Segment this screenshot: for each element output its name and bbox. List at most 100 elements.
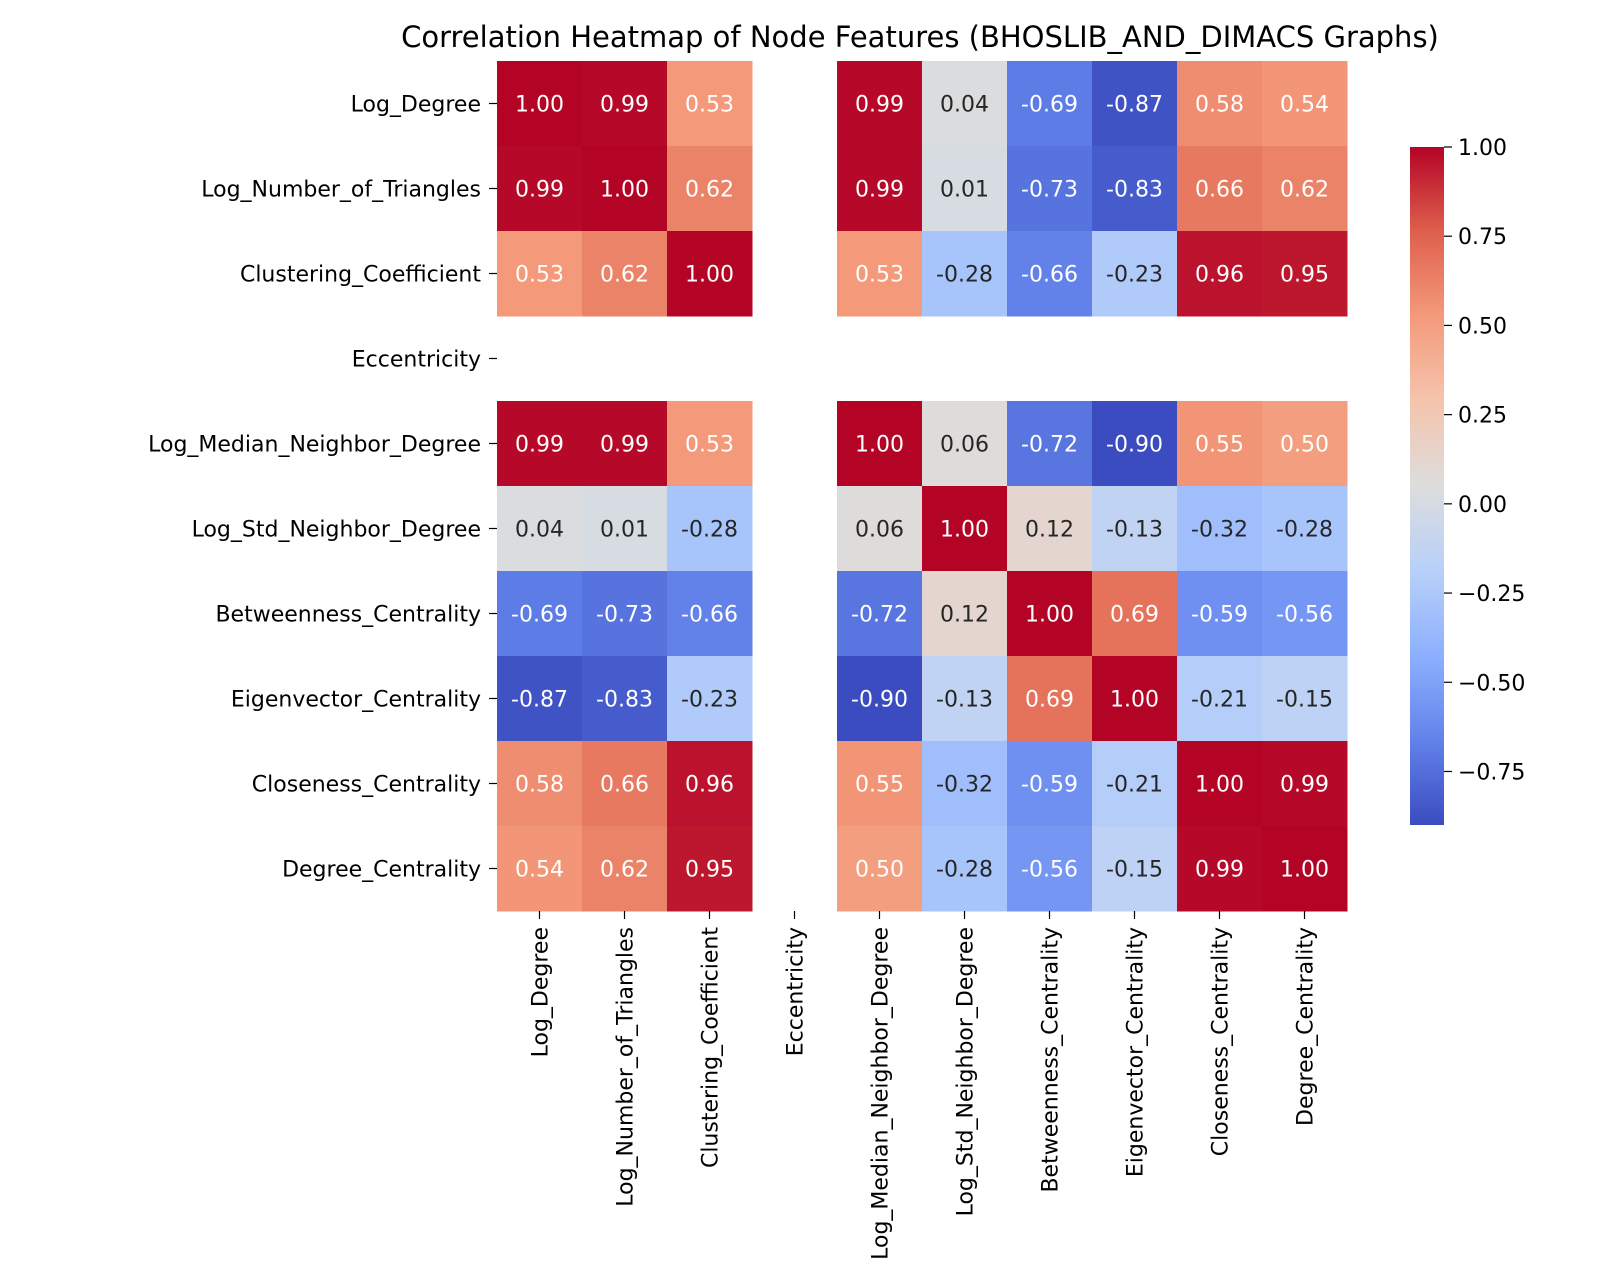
- heatmap-cell-value: 0.53: [685, 93, 734, 118]
- heatmap-cell-value: -0.23: [681, 688, 738, 713]
- heatmap-cell: [922, 826, 1008, 912]
- heatmap-cell-value: 1.00: [855, 433, 904, 458]
- colorbar-tick-label: 0.00: [1458, 493, 1507, 518]
- heatmap-cell: [1092, 571, 1178, 657]
- heatmap-cell-value: -0.90: [851, 688, 908, 713]
- heatmap-cell-value: 0.62: [1280, 178, 1329, 203]
- heatmap-cell-value: 0.95: [1280, 263, 1329, 288]
- heatmap-cell: [497, 231, 583, 317]
- heatmap-cell: [582, 826, 668, 912]
- heatmap-cell: [667, 656, 753, 742]
- y-tick-label: Betweenness_Centrality: [215, 603, 481, 628]
- heatmap-cell: [1177, 486, 1263, 572]
- heatmap-cell: [1262, 61, 1348, 147]
- heatmap-cell: [1007, 61, 1093, 147]
- heatmap-cell: [1262, 741, 1348, 827]
- heatmap-cell: [1092, 741, 1178, 827]
- heatmap-cell: [1177, 146, 1263, 232]
- heatmap-cell-value: 1.00: [1195, 773, 1244, 798]
- x-tick-label: Log_Median_Neighbor_Degree: [869, 927, 894, 1260]
- heatmap-cell: [1262, 486, 1348, 572]
- heatmap-cell: [667, 146, 753, 232]
- heatmap-cell-value: 0.99: [515, 433, 564, 458]
- heatmap-cell: [1177, 231, 1263, 317]
- x-tick-label: Log_Number_of_Triangles: [614, 927, 639, 1207]
- heatmap-cell-value: 0.99: [1280, 773, 1329, 798]
- heatmap-cell: [1262, 401, 1348, 487]
- heatmap-cell: [497, 826, 583, 912]
- heatmap-cell-value: -0.28: [681, 518, 738, 543]
- heatmap-cell: [497, 656, 583, 742]
- heatmap-cell: [582, 401, 668, 487]
- heatmap-cell-value: 1.00: [600, 178, 649, 203]
- heatmap-cell-value: -0.56: [1276, 603, 1333, 628]
- heatmap-cell-value: 0.99: [1195, 858, 1244, 883]
- heatmap-cell: [922, 401, 1008, 487]
- heatmap-cell: [497, 61, 583, 147]
- heatmap-cell-value: -0.72: [1021, 433, 1078, 458]
- heatmap-cell-value: 0.12: [1025, 518, 1074, 543]
- y-tick-label: Degree_Centrality: [282, 858, 481, 883]
- heatmap-cell-value: 0.54: [515, 858, 564, 883]
- heatmap-cell-value: 0.04: [515, 518, 564, 543]
- heatmap-cell: [1177, 401, 1263, 487]
- heatmap-cell: [922, 571, 1008, 657]
- heatmap-cell: [667, 571, 753, 657]
- heatmap-cell-value: -0.21: [1191, 688, 1248, 713]
- heatmap-cell: [1092, 486, 1178, 572]
- x-tick-label: Eccentricity: [784, 927, 809, 1056]
- heatmap-cell-value: 0.53: [855, 263, 904, 288]
- y-tick-label: Eccentricity: [352, 348, 481, 373]
- heatmap-cells: [497, 61, 1348, 912]
- y-tick-label: Log_Median_Neighbor_Degree: [148, 433, 481, 458]
- heatmap-cell-value: -0.28: [936, 263, 993, 288]
- colorbar-bar: [1410, 147, 1444, 825]
- y-tick-label: Log_Std_Neighbor_Degree: [192, 518, 481, 543]
- y-axis: Log_Degree Log_Number_of_Triangles Cluster…: [148, 93, 497, 883]
- heatmap-cell: [837, 571, 923, 657]
- heatmap-cell-value: 0.96: [685, 773, 734, 798]
- heatmap-cell-value: 0.99: [855, 178, 904, 203]
- heatmap-cell-value: 0.66: [1195, 178, 1244, 203]
- heatmap-cell: [1007, 231, 1093, 317]
- y-tick-label: Closeness_Centrality: [252, 773, 481, 798]
- heatmap-cell-value: 0.54: [1280, 93, 1329, 118]
- heatmap-cell: [1007, 826, 1093, 912]
- heatmap-cell-value: 0.69: [1110, 603, 1159, 628]
- heatmap-cell-value: -0.90: [1106, 433, 1163, 458]
- heatmap-cell: [497, 486, 583, 572]
- heatmap-cell-value: 0.99: [600, 93, 649, 118]
- heatmap-cell-value: 0.50: [855, 858, 904, 883]
- heatmap-cell-value: -0.87: [511, 688, 568, 713]
- colorbar-tick-label: 0.75: [1458, 225, 1507, 250]
- heatmap-cell: [667, 826, 753, 912]
- colorbar-tick-label: 0.25: [1458, 404, 1507, 429]
- heatmap-cell: [1262, 146, 1348, 232]
- heatmap-cell: [582, 146, 668, 232]
- heatmap-cell-value: 0.58: [515, 773, 564, 798]
- heatmap-cell: [667, 486, 753, 572]
- heatmap-cell: [667, 741, 753, 827]
- heatmap-cell: [582, 656, 668, 742]
- heatmap-cell: [1177, 826, 1263, 912]
- heatmap-cell-value: 0.99: [515, 178, 564, 203]
- heatmap-cell: [837, 656, 923, 742]
- heatmap-cell: [837, 826, 923, 912]
- x-tick-label: Log_Std_Neighbor_Degree: [954, 927, 979, 1216]
- heatmap-cell: [497, 146, 583, 232]
- x-tick-label: Eigenvector_Centrality: [1124, 927, 1149, 1177]
- heatmap-cell-value: 1.00: [940, 518, 989, 543]
- x-axis: Log_Degree Log_Number_of_Triangles Cluster…: [529, 911, 1319, 1260]
- y-tick-label: Clustering_Coefficient: [240, 263, 481, 288]
- heatmap-cell-value: 0.96: [1195, 263, 1244, 288]
- heatmap-cell-value: -0.66: [1021, 263, 1078, 288]
- heatmap-cell: [1007, 486, 1093, 572]
- heatmap-cell: [922, 486, 1008, 572]
- heatmap-cell-value: -0.13: [1106, 518, 1163, 543]
- heatmap-cell: [922, 656, 1008, 742]
- heatmap-cell-value: -0.83: [1106, 178, 1163, 203]
- heatmap-cell: [497, 401, 583, 487]
- heatmap-cell: [667, 401, 753, 487]
- heatmap-cell-value: 1.00: [685, 263, 734, 288]
- colorbar-tick-label: −0.75: [1458, 760, 1525, 785]
